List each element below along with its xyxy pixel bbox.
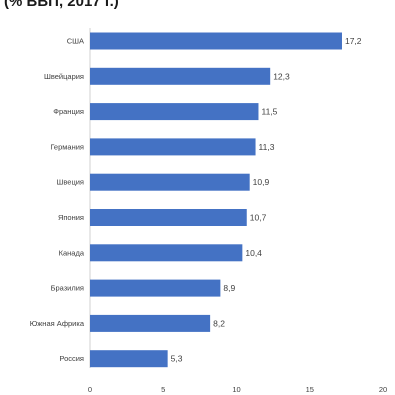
category-label: Россия	[59, 354, 84, 363]
value-label: 10,9	[253, 177, 270, 187]
bar	[90, 32, 342, 50]
value-label: 10,7	[250, 213, 267, 223]
bar	[90, 173, 250, 191]
bar	[90, 209, 247, 226]
category-label: Германия	[50, 142, 84, 151]
category-label: США	[67, 37, 84, 46]
category-label: Швеция	[57, 178, 85, 187]
category-label: Япония	[58, 213, 84, 222]
bar	[90, 103, 259, 121]
value-label: 12,3	[273, 71, 290, 81]
bar	[90, 67, 271, 85]
category-label: Бразилия	[51, 284, 84, 293]
chart-title: (% ВВП, 2017 г.)	[4, 0, 119, 10]
bar	[90, 350, 168, 368]
value-label: 17,2	[345, 36, 362, 46]
category-label: Канада	[59, 248, 85, 257]
bar	[90, 279, 221, 297]
value-label: 8,9	[223, 283, 235, 293]
value-label: 11,5	[261, 107, 277, 117]
value-label: 5,3	[171, 354, 183, 364]
category-label: Швейцария	[44, 72, 84, 81]
bar	[90, 244, 243, 262]
x-tick-label: 10	[232, 385, 240, 394]
category-label: Франция	[53, 107, 84, 116]
bar	[90, 314, 211, 332]
x-tick-label: 15	[306, 385, 314, 394]
x-tick-label: 20	[379, 385, 387, 394]
value-label: 11,3	[259, 142, 275, 152]
x-tick-label: 5	[161, 385, 165, 394]
x-tick-label: 0	[88, 385, 92, 394]
bar	[90, 138, 256, 156]
value-label: 10,4	[245, 248, 262, 258]
category-label: Южная Африка	[30, 319, 85, 328]
value-label: 8,2	[213, 318, 225, 328]
